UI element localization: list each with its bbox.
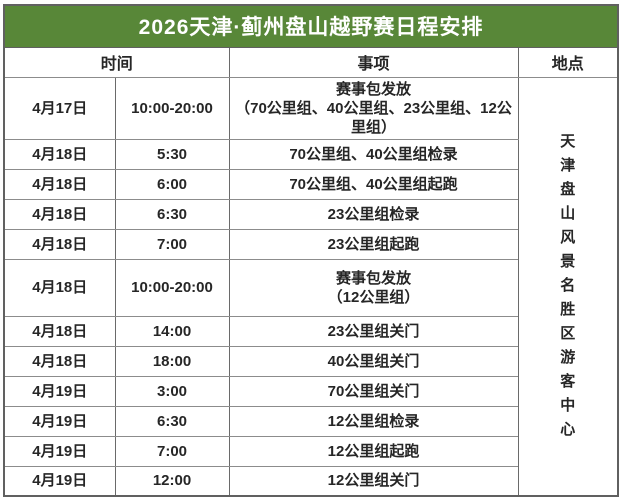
- time-cell: 14:00: [114, 315, 230, 347]
- table-row: 4月18日 6:30 23公里组检录: [3, 198, 618, 230]
- event-cell: 70公里组关门: [228, 375, 519, 407]
- column-header-time: 时间: [3, 46, 230, 78]
- date-cell: 4月18日: [3, 258, 116, 317]
- race-schedule-table: 2026天津·蓟州盘山越野赛日程安排 时间 事项 地点 4月17日 10:00-…: [3, 4, 620, 497]
- event-cell: 赛事包发放 （70公里组、40公里组、23公里组、12公里组）: [228, 76, 519, 140]
- table-row: 4月19日 6:30 12公里组检录: [3, 405, 618, 437]
- event-cell: 40公里组关门: [228, 345, 519, 377]
- table-row: 4月18日 6:00 70公里组、40公里组起跑: [3, 168, 618, 200]
- date-cell: 4月19日: [3, 405, 116, 437]
- time-cell: 12:00: [114, 465, 230, 497]
- time-cell: 6:30: [114, 405, 230, 437]
- table-row: 4月18日 5:30 70公里组、40公里组检录: [3, 138, 618, 170]
- column-header-event: 事项: [228, 46, 519, 78]
- date-cell: 4月17日: [3, 76, 116, 140]
- date-cell: 4月18日: [3, 138, 116, 170]
- event-cell: 12公里组检录: [228, 405, 519, 437]
- event-cell: 70公里组、40公里组起跑: [228, 168, 519, 200]
- time-cell: 6:00: [114, 168, 230, 200]
- event-cell: 23公里组检录: [228, 198, 519, 230]
- event-cell: 12公里组起跑: [228, 435, 519, 467]
- table-row: 4月18日 7:00 23公里组起跑: [3, 228, 618, 260]
- date-cell: 4月19日: [3, 465, 116, 497]
- column-header-row: 时间 事项 地点: [3, 46, 619, 78]
- event-cell: 23公里组起跑: [228, 228, 519, 260]
- time-cell: 10:00-20:00: [114, 76, 230, 140]
- event-cell: 12公里组关门: [228, 465, 519, 497]
- table-row: 4月17日 10:00-20:00 赛事包发放 （70公里组、40公里组、23公…: [3, 76, 619, 497]
- date-cell: 4月18日: [3, 315, 116, 347]
- event-cell: 赛事包发放 （12公里组）: [228, 258, 519, 317]
- date-cell: 4月19日: [3, 435, 116, 467]
- page: 2026天津·蓟州盘山越野赛日程安排 时间 事项 地点 4月17日 10:00-…: [3, 4, 620, 497]
- date-cell: 4月18日: [3, 198, 116, 230]
- time-cell: 7:00: [114, 228, 230, 260]
- column-header-location: 地点: [517, 46, 619, 78]
- table-row: 4月19日 7:00 12公里组起跑: [3, 435, 618, 467]
- event-cell: 23公里组关门: [228, 315, 519, 347]
- table-row: 4月18日 10:00-20:00 赛事包发放 （12公里组）: [3, 258, 618, 317]
- date-cell: 4月18日: [3, 168, 116, 200]
- schedule-body: 4月17日 10:00-20:00 赛事包发放 （70公里组、40公里组、23公…: [3, 76, 619, 497]
- time-cell: 10:00-20:00: [114, 258, 230, 317]
- page-title: 2026天津·蓟州盘山越野赛日程安排: [3, 4, 619, 48]
- time-cell: 5:30: [114, 138, 230, 170]
- event-cell: 70公里组、40公里组检录: [228, 138, 519, 170]
- time-cell: 7:00: [114, 435, 230, 467]
- date-cell: 4月19日: [3, 375, 116, 407]
- table-row: 4月19日 3:00 70公里组关门: [3, 375, 618, 407]
- title-row: 2026天津·蓟州盘山越野赛日程安排: [3, 4, 619, 48]
- time-cell: 6:30: [114, 198, 230, 230]
- location-cell: 天 津 盘 山 风 景 名 胜 区 游 客 中 心: [517, 76, 619, 497]
- time-cell: 3:00: [114, 375, 230, 407]
- time-cell: 18:00: [114, 345, 230, 377]
- date-cell: 4月18日: [3, 345, 116, 377]
- date-cell: 4月18日: [3, 228, 116, 260]
